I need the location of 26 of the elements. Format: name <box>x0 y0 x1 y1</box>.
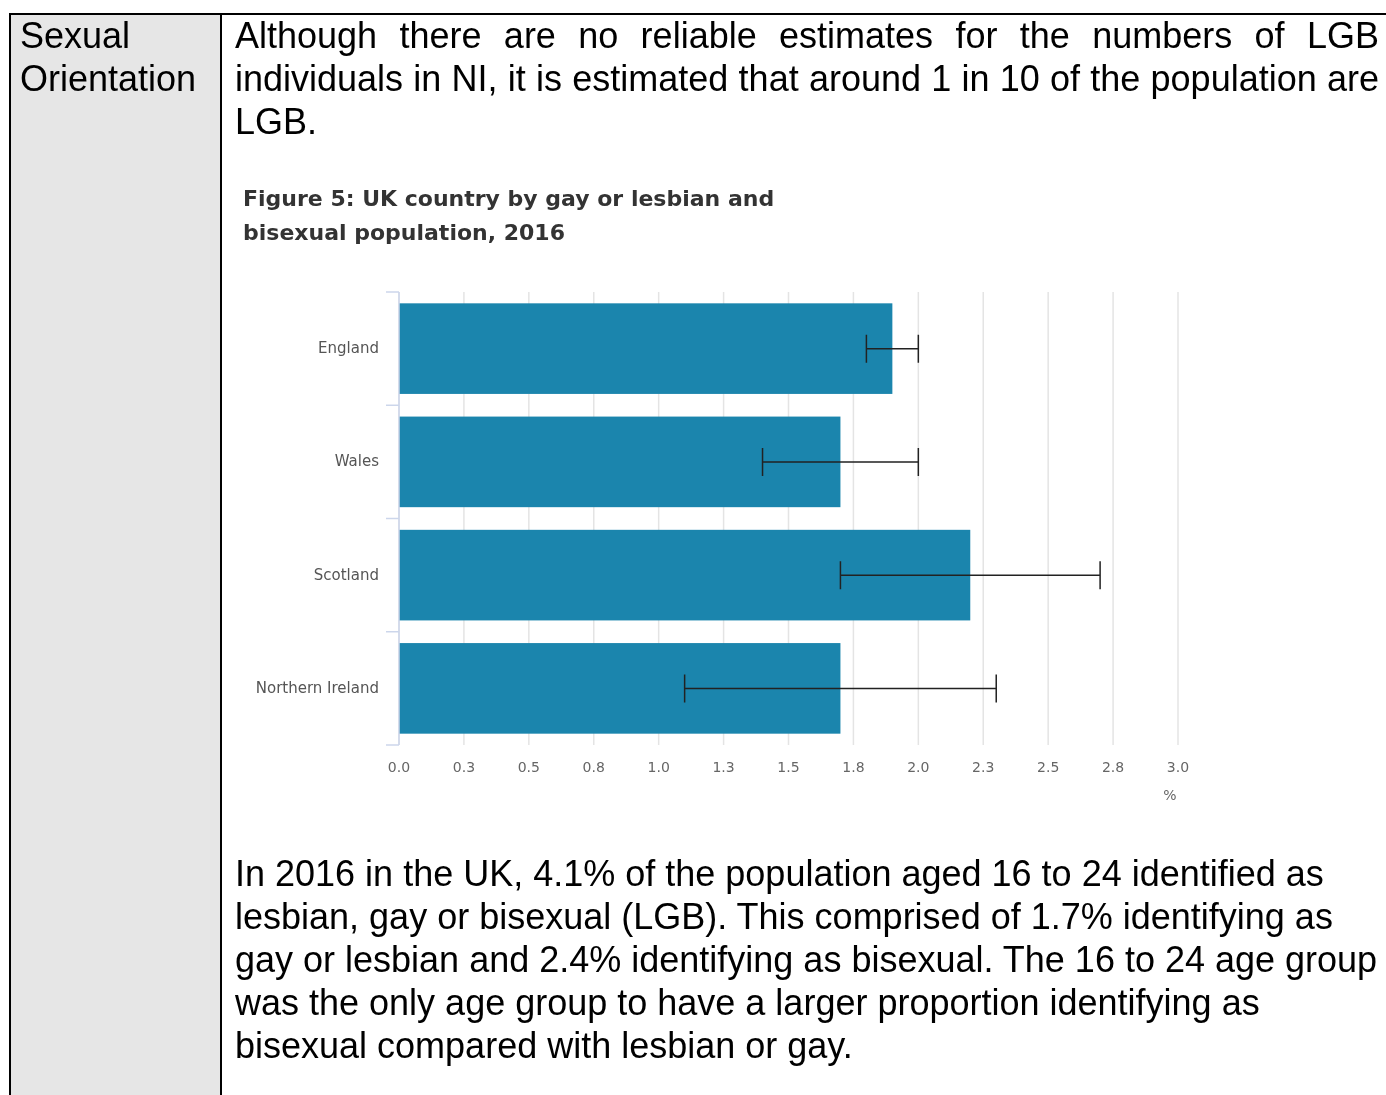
x-tick-label: 0.0 <box>387 759 411 775</box>
text: In 2016 in the UK, 4.1% of the population aged 16 to 24 identified as lesbian, gay or bisexual (LGB). This comprised of 1.7% identifying as gay or lesbian and 2.4% identifying as bisexual. The 16 to 24 age group was the only age group to have a larger proportion identifying as bisexual compared with lesbian or gay. <box>235 852 1379 1067</box>
bar <box>399 303 893 394</box>
y-tick-label: Northern Ireland <box>255 678 379 697</box>
x-tick-label: 0.3 <box>452 759 476 775</box>
x-tick-label: 1.5 <box>777 759 800 775</box>
bar <box>399 529 971 621</box>
x-tick-label: 0.5 <box>517 759 540 775</box>
x-tick-label: 3.0 <box>1166 759 1190 775</box>
bar <box>399 416 841 508</box>
y-tick-label: Wales <box>334 452 380 471</box>
chart-title: Figure 5: UK country by gay or lesbian and bisexual population, 2016 <box>243 185 776 247</box>
x-tick-label: 1.8 <box>842 759 865 775</box>
text: Although there are no reliable estimates for the numbers of LGB individuals in NI, it is estimated that around 1 in 10 of the population are LGB. <box>235 14 1379 143</box>
x-axis-title: % <box>1163 787 1177 803</box>
y-tick-label: England <box>318 339 379 358</box>
x-tick-label: 2.3 <box>972 759 995 775</box>
text: Sexual Orientation <box>20 14 198 100</box>
x-tick-label: 1.3 <box>712 759 735 775</box>
x-tick-label: 2.8 <box>1101 759 1125 775</box>
x-tick-label: 2.5 <box>1037 759 1060 775</box>
bar <box>399 643 841 734</box>
x-tick-label: 0.8 <box>582 759 605 775</box>
x-tick-label: 2.0 <box>907 759 930 775</box>
y-tick-label: Scotland <box>313 565 379 584</box>
x-tick-label: 1.0 <box>647 759 670 775</box>
